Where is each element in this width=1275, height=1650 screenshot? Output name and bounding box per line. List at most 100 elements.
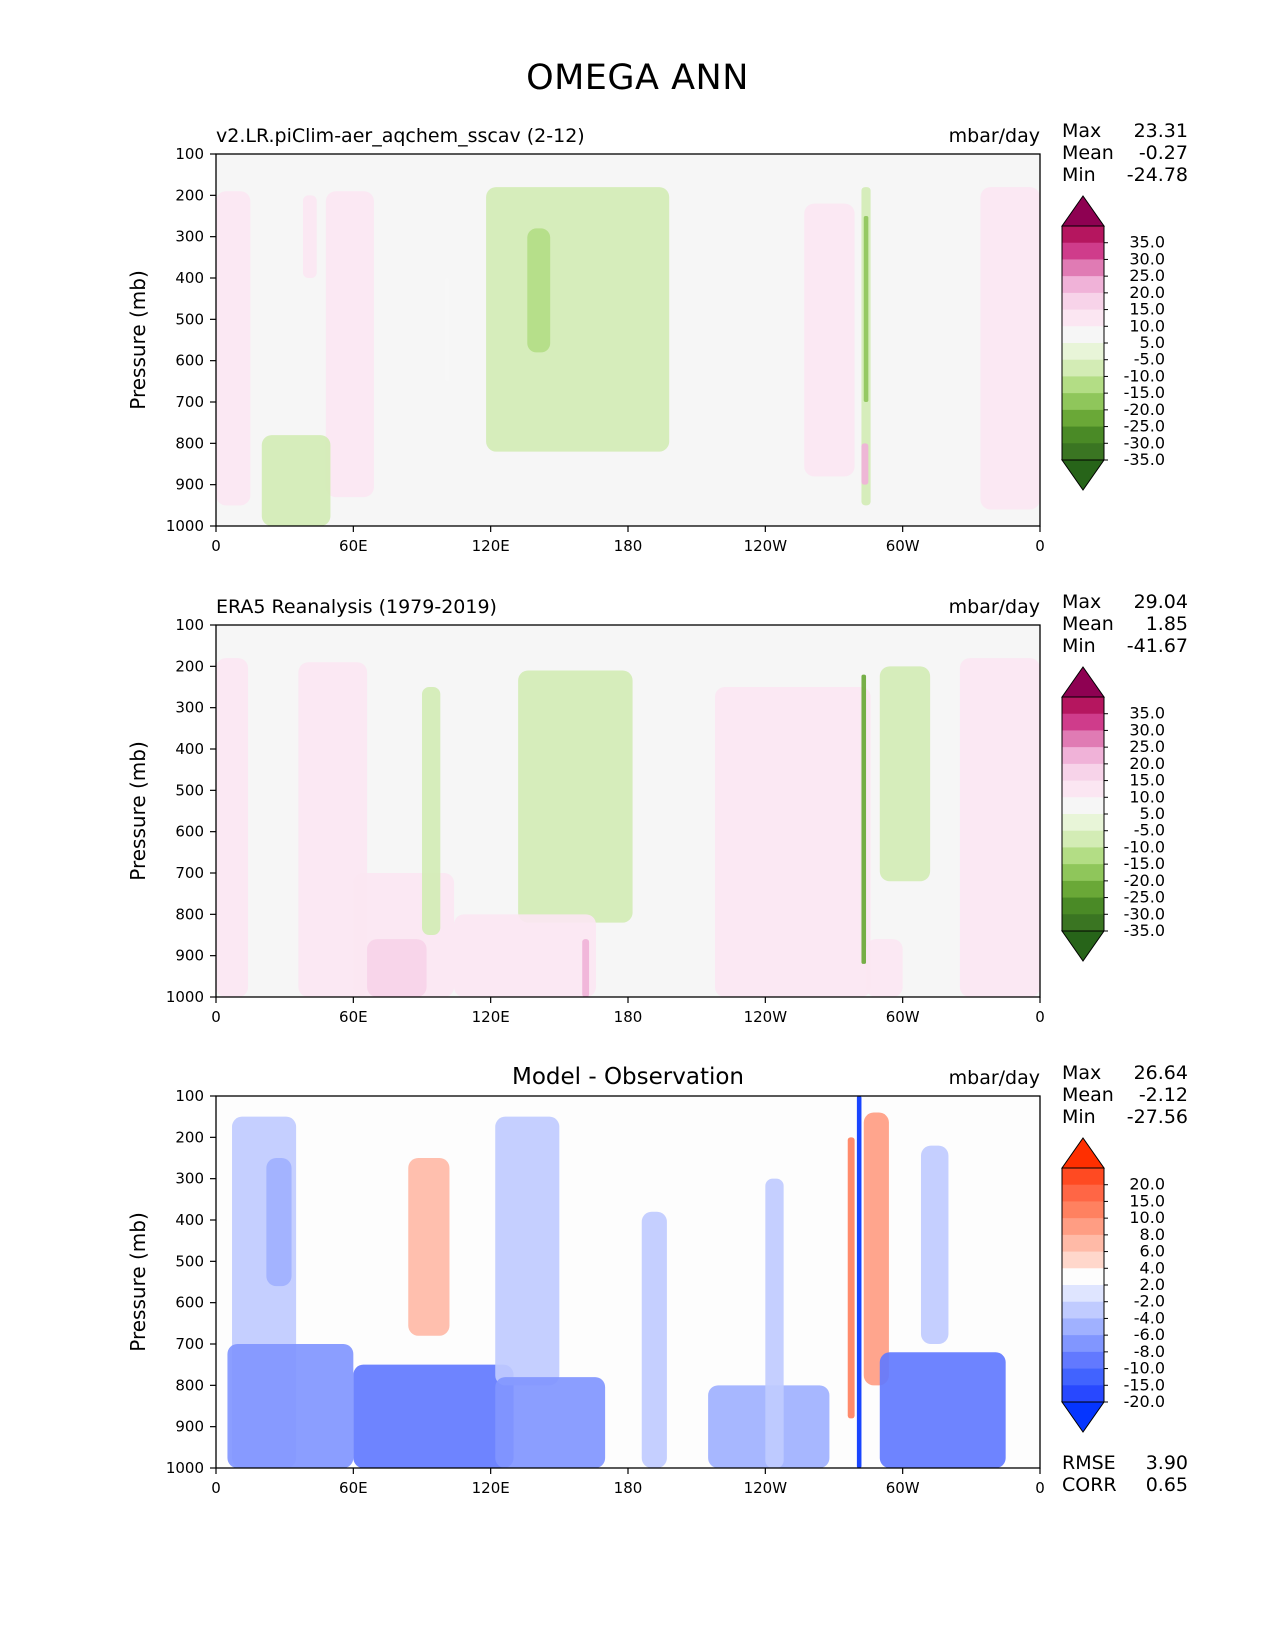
y-tick-label: 800 bbox=[175, 1376, 204, 1394]
colorbar-swatch bbox=[1062, 1351, 1104, 1370]
x-tick-label: 60E bbox=[339, 1479, 368, 1497]
colorbar-label: -10.0 bbox=[1124, 1359, 1165, 1378]
y-tick-label: 300 bbox=[175, 699, 204, 717]
colorbar-label: 30.0 bbox=[1129, 720, 1165, 739]
colorbar-extend-top bbox=[1061, 1137, 1105, 1169]
colorbar-label: -25.0 bbox=[1124, 417, 1165, 436]
stat-value: -24.78 bbox=[1127, 164, 1188, 186]
colorbar-swatch bbox=[1062, 1385, 1104, 1403]
x-tick-label: 0 bbox=[211, 1479, 221, 1497]
colorbar-swatch bbox=[1062, 1251, 1104, 1269]
colorbar-label: -15.0 bbox=[1124, 383, 1165, 402]
colorbar-swatch bbox=[1062, 292, 1104, 311]
stat-value: 23.31 bbox=[1134, 120, 1188, 142]
colorbar-label: -20.0 bbox=[1124, 871, 1165, 890]
y-tick-label: 200 bbox=[175, 186, 204, 204]
colorbar-swatch bbox=[1062, 359, 1104, 377]
y-tick-label: 300 bbox=[175, 228, 204, 246]
colorbar-extend-bottom bbox=[1061, 459, 1105, 491]
stat-label: Max bbox=[1062, 591, 1101, 613]
y-tick-label: 200 bbox=[175, 657, 204, 675]
colorbar-swatch bbox=[1062, 276, 1104, 294]
x-tick-label: 120E bbox=[472, 1479, 510, 1497]
colorbar-swatch bbox=[1062, 1301, 1104, 1319]
field-feature-12 bbox=[959, 658, 1040, 997]
x-tick-label: 120W bbox=[744, 537, 788, 555]
stat-value: 26.64 bbox=[1134, 1062, 1188, 1084]
stat-label: Max bbox=[1062, 120, 1101, 142]
y-tick-label: 1000 bbox=[166, 988, 204, 1006]
colorbar-label: -25.0 bbox=[1124, 888, 1165, 907]
colorbar-label: 20.0 bbox=[1129, 754, 1165, 773]
colorbar-label: -20.0 bbox=[1124, 400, 1165, 419]
colorbar-swatch bbox=[1062, 259, 1104, 277]
field-feature-10 bbox=[861, 443, 869, 485]
field-feature-5 bbox=[353, 1364, 514, 1468]
field-feature-7 bbox=[804, 203, 855, 477]
colorbar-label: 15.0 bbox=[1129, 771, 1165, 790]
colorbar-label: -5.0 bbox=[1134, 821, 1165, 840]
colorbar-label: -6.0 bbox=[1134, 1325, 1165, 1344]
colorbar-label: 4.0 bbox=[1140, 1258, 1165, 1277]
colorbar-label: -20.0 bbox=[1124, 1392, 1165, 1411]
field-feature-0 bbox=[216, 658, 249, 997]
y-tick-label: 600 bbox=[175, 352, 204, 370]
x-tick-label: 60W bbox=[886, 1008, 920, 1026]
x-tick-label: 0 bbox=[1035, 1479, 1045, 1497]
panel-title: ERA5 Reanalysis (1979-2019) bbox=[216, 596, 497, 618]
colorbar-swatch bbox=[1062, 1218, 1104, 1236]
colorbar: 35.030.025.020.015.010.05.0-5.0-10.0-15.… bbox=[1061, 195, 1165, 491]
field-feature-9 bbox=[863, 216, 869, 402]
y-tick-label: 500 bbox=[175, 310, 204, 328]
colorbar-label: -10.0 bbox=[1124, 837, 1165, 856]
y-tick-label: 800 bbox=[175, 905, 204, 923]
field-feature-1 bbox=[266, 1158, 292, 1287]
x-tick-label: 120E bbox=[472, 1008, 510, 1026]
colorbar: 20.015.010.08.06.04.02.0-2.0-4.0-6.0-8.0… bbox=[1061, 1137, 1165, 1433]
colorbar-label: -15.0 bbox=[1124, 854, 1165, 873]
metric-label: RMSE bbox=[1062, 1452, 1116, 1474]
field-feature-10 bbox=[765, 1178, 784, 1468]
stat-label: Mean bbox=[1062, 142, 1114, 164]
colorbar-label: 10.0 bbox=[1129, 1208, 1165, 1227]
colorbar-swatch bbox=[1062, 1234, 1104, 1253]
colorbar-swatch bbox=[1062, 880, 1104, 899]
field-feature-3 bbox=[444, 278, 450, 382]
stat-value: -27.56 bbox=[1127, 1106, 1188, 1128]
y-tick-label: 200 bbox=[175, 1128, 204, 1146]
colorbar-swatch bbox=[1062, 326, 1104, 344]
field-feature-13 bbox=[863, 1112, 889, 1386]
colorbar-swatch bbox=[1062, 847, 1104, 865]
field-features bbox=[216, 1096, 1006, 1468]
y-tick-label: 100 bbox=[175, 145, 204, 163]
y-tick-label: 700 bbox=[175, 864, 204, 882]
colorbar-label: -10.0 bbox=[1124, 366, 1165, 385]
colorbar-swatch bbox=[1062, 814, 1104, 832]
colorbar-label: 2.0 bbox=[1140, 1275, 1165, 1294]
y-tick-label: 900 bbox=[175, 947, 204, 965]
stat-value: -41.67 bbox=[1127, 635, 1188, 657]
colorbar-swatch bbox=[1062, 914, 1104, 932]
colorbar-label: 5.0 bbox=[1140, 333, 1165, 352]
colorbar-label: -4.0 bbox=[1134, 1308, 1165, 1327]
colorbar-label: -35.0 bbox=[1124, 450, 1165, 469]
stat-value: -0.27 bbox=[1139, 142, 1188, 164]
figure-title: OMEGA ANN bbox=[526, 58, 749, 98]
stat-label: Min bbox=[1062, 635, 1096, 657]
field-feature-15 bbox=[920, 1145, 949, 1344]
y-tick-label: 400 bbox=[175, 1211, 204, 1229]
colorbar-swatch bbox=[1062, 242, 1104, 260]
field-features bbox=[216, 658, 1040, 997]
y-tick-label: 500 bbox=[175, 781, 204, 799]
colorbar-extend-top bbox=[1061, 195, 1105, 227]
colorbar-swatch bbox=[1062, 226, 1104, 244]
colorbar-label: -30.0 bbox=[1124, 433, 1165, 452]
x-tick-label: 60E bbox=[339, 537, 368, 555]
colorbar-swatch bbox=[1062, 376, 1104, 394]
y-tick-label: 500 bbox=[175, 1252, 204, 1270]
colorbar-swatch bbox=[1062, 1285, 1104, 1303]
colorbar-label: 35.0 bbox=[1129, 704, 1165, 723]
y-tick-label: 800 bbox=[175, 434, 204, 452]
y-tick-label: 1000 bbox=[166, 517, 204, 535]
